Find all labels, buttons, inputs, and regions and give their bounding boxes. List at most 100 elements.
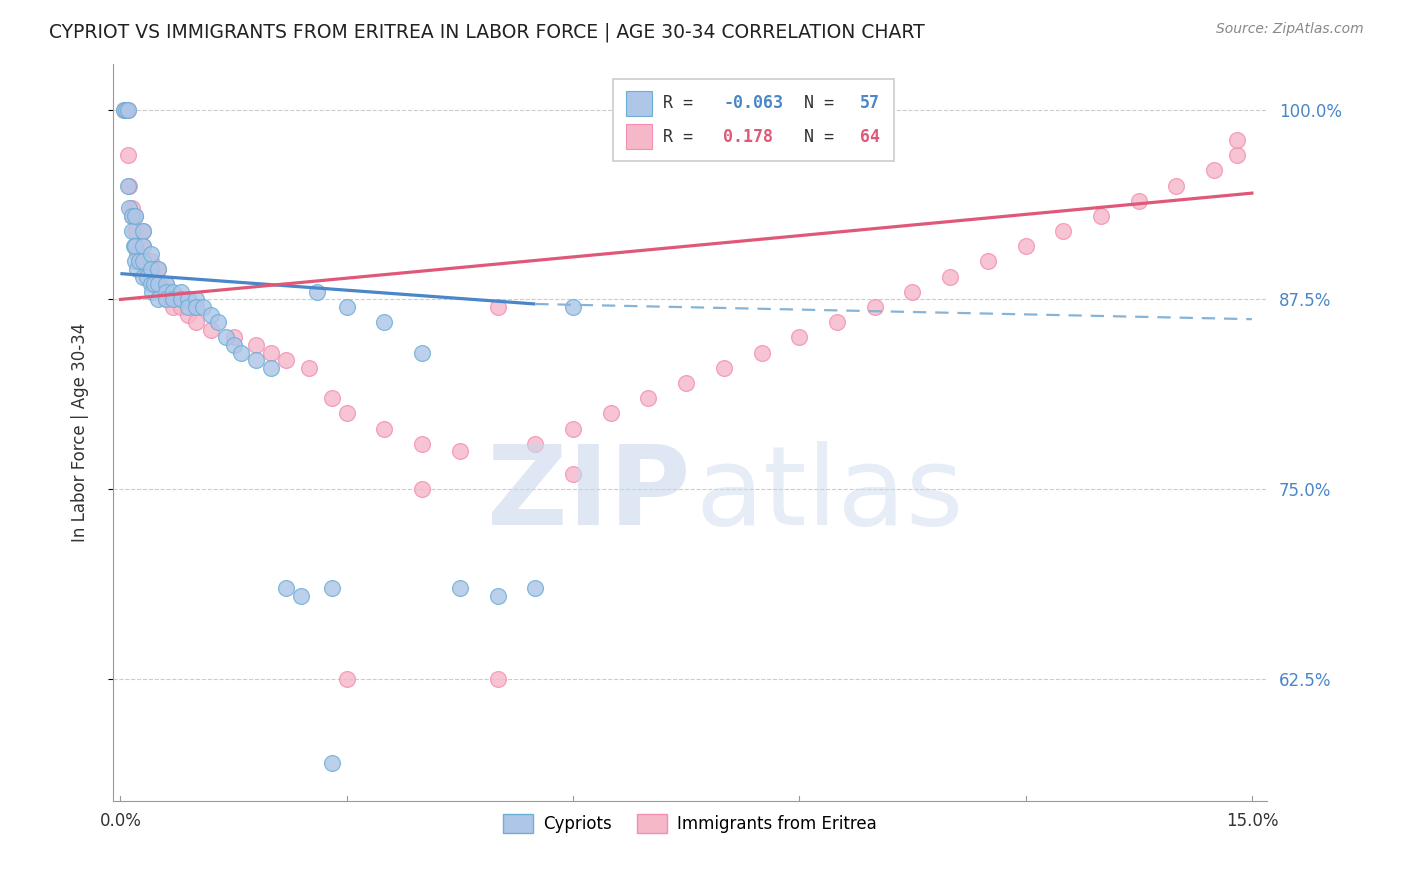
Point bbox=[184, 315, 207, 329]
Point bbox=[124, 209, 146, 223]
Point bbox=[128, 254, 150, 268]
Point bbox=[1166, 178, 1188, 193]
Point bbox=[132, 224, 155, 238]
Point bbox=[193, 300, 215, 314]
Point bbox=[117, 178, 139, 193]
Point bbox=[155, 277, 177, 292]
Text: 64: 64 bbox=[859, 128, 880, 146]
Point bbox=[336, 406, 359, 420]
Text: 57: 57 bbox=[859, 94, 880, 112]
Point bbox=[146, 293, 169, 307]
Text: atlas: atlas bbox=[696, 442, 965, 549]
Point bbox=[245, 353, 267, 368]
Point bbox=[121, 209, 143, 223]
Point bbox=[1014, 239, 1036, 253]
Point bbox=[124, 239, 146, 253]
Point bbox=[787, 330, 810, 344]
Point bbox=[411, 436, 433, 450]
Point bbox=[162, 300, 184, 314]
Point bbox=[122, 239, 145, 253]
Point bbox=[276, 581, 298, 595]
Point bbox=[162, 293, 184, 307]
Point bbox=[336, 672, 359, 686]
Point bbox=[112, 103, 135, 117]
Point bbox=[562, 467, 585, 481]
Point bbox=[132, 254, 155, 268]
Point bbox=[139, 277, 162, 292]
Point bbox=[139, 254, 162, 268]
Point bbox=[599, 406, 621, 420]
Point bbox=[200, 308, 222, 322]
Point bbox=[207, 315, 229, 329]
Text: R =: R = bbox=[664, 94, 703, 112]
Point bbox=[562, 421, 585, 435]
Point bbox=[336, 300, 359, 314]
Text: N =: N = bbox=[804, 128, 844, 146]
Legend: Cypriots, Immigrants from Eritrea: Cypriots, Immigrants from Eritrea bbox=[496, 807, 883, 840]
Point bbox=[155, 285, 177, 299]
Point bbox=[486, 672, 509, 686]
Point bbox=[373, 421, 395, 435]
Point bbox=[155, 293, 177, 307]
Point bbox=[139, 247, 162, 261]
Point bbox=[298, 360, 321, 375]
Point bbox=[135, 262, 157, 277]
Point bbox=[124, 239, 146, 253]
Point bbox=[321, 391, 343, 405]
Point bbox=[170, 285, 193, 299]
Point bbox=[373, 315, 395, 329]
Point bbox=[177, 308, 200, 322]
Point bbox=[170, 293, 193, 307]
Point bbox=[449, 581, 471, 595]
Point bbox=[124, 254, 146, 268]
Point bbox=[222, 338, 245, 352]
Point bbox=[141, 285, 163, 299]
Point bbox=[524, 436, 547, 450]
Point bbox=[162, 293, 184, 307]
Point bbox=[124, 224, 146, 238]
Point bbox=[449, 444, 471, 458]
Point bbox=[117, 103, 139, 117]
Point bbox=[125, 262, 148, 277]
Point bbox=[170, 300, 193, 314]
Point bbox=[117, 148, 139, 162]
Point bbox=[637, 391, 659, 405]
Point bbox=[675, 376, 697, 390]
Point bbox=[139, 269, 162, 284]
Point bbox=[486, 300, 509, 314]
Point bbox=[562, 300, 585, 314]
Point bbox=[135, 269, 157, 284]
Point bbox=[321, 756, 343, 770]
Point bbox=[132, 224, 155, 238]
Point bbox=[177, 300, 200, 314]
Text: R =: R = bbox=[664, 128, 703, 146]
Point bbox=[977, 254, 1000, 268]
Point bbox=[155, 293, 177, 307]
Point bbox=[132, 269, 155, 284]
Point bbox=[128, 254, 150, 268]
Point bbox=[411, 482, 433, 496]
Point bbox=[939, 269, 962, 284]
Point bbox=[184, 293, 207, 307]
Point bbox=[200, 323, 222, 337]
Point bbox=[155, 277, 177, 292]
Point bbox=[229, 345, 252, 359]
Point bbox=[132, 239, 155, 253]
Point bbox=[524, 581, 547, 595]
Point bbox=[118, 202, 141, 216]
Point bbox=[117, 103, 139, 117]
Point bbox=[245, 338, 267, 352]
Bar bbox=[627, 125, 652, 150]
Point bbox=[1204, 163, 1226, 178]
Point bbox=[146, 277, 169, 292]
Point bbox=[121, 209, 143, 223]
Text: ZIP: ZIP bbox=[486, 442, 690, 549]
Point bbox=[305, 285, 328, 299]
Point bbox=[112, 103, 135, 117]
Text: -0.063: -0.063 bbox=[724, 94, 783, 112]
Point bbox=[290, 589, 312, 603]
Bar bbox=[627, 91, 652, 116]
Point bbox=[1226, 148, 1249, 162]
Point bbox=[751, 345, 773, 359]
Point bbox=[713, 360, 735, 375]
